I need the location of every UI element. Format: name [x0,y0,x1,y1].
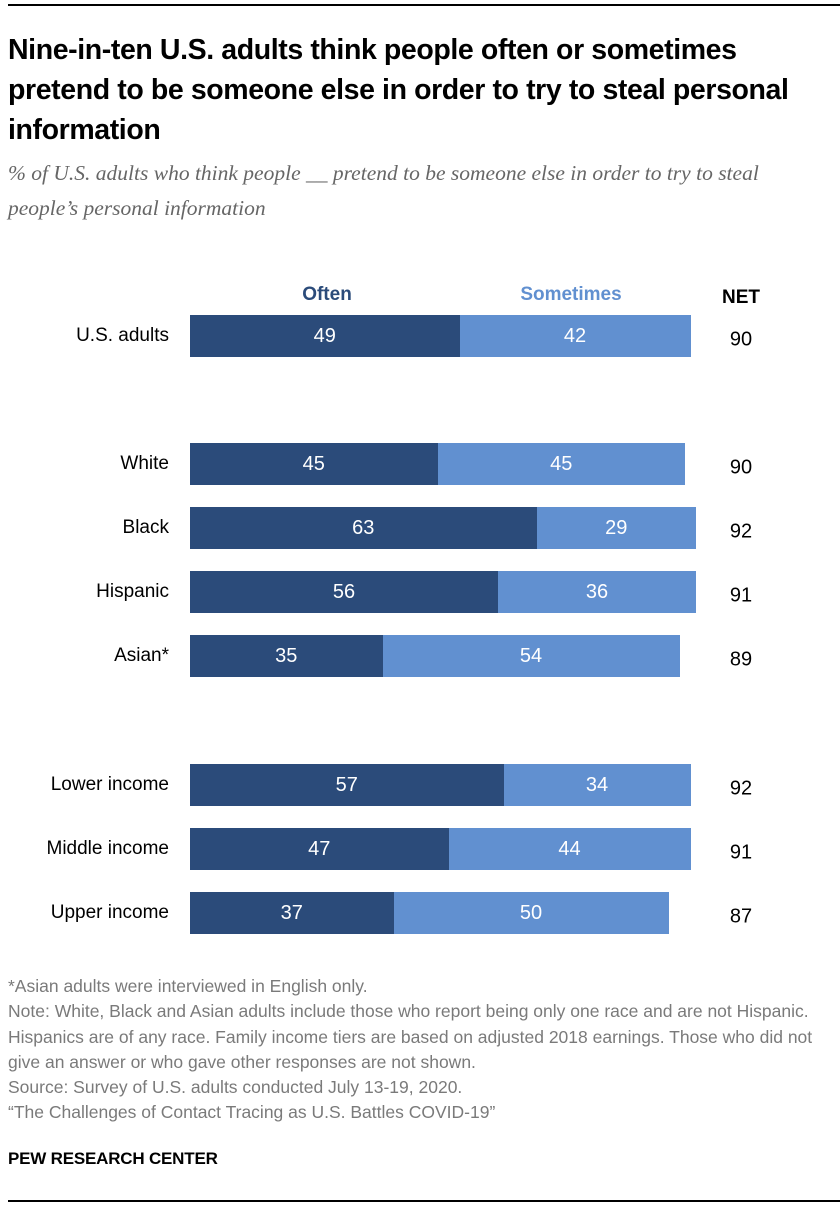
data-label: 35 [275,644,298,667]
data-label: 44 [558,837,581,860]
net-value: 90 [729,456,753,479]
data-label: 50 [519,901,543,924]
legend-sometimes: Sometimes [520,284,622,305]
category-label: Asian* [114,645,169,666]
category-label: U.S. adults [76,325,169,346]
data-label: 45 [302,452,325,475]
bar-often: 45 [190,443,438,485]
data-label: 36 [585,580,609,603]
bar-sometimes: 44 [448,828,691,870]
data-label: 37 [280,901,303,924]
asterisk-note: *Asian adults were interviewed in Englis… [8,976,368,996]
data-label: 45 [550,452,573,475]
bar-sometimes: 50 [393,892,669,934]
category-label: Upper income [50,902,169,923]
data-label: 54 [519,644,543,667]
bar-often: 57 [190,764,504,806]
data-label: 47 [308,837,331,860]
net-value: 91 [729,584,753,607]
chart-subtitle: % of U.S. adults who think people __ pre… [8,161,759,220]
bar-often: 35 [190,635,383,677]
bar-sometimes: 29 [536,507,696,549]
bar-often: 37 [190,892,394,934]
category-label: White [120,453,169,474]
net-value: 92 [729,520,753,543]
bar-sometimes: 36 [498,571,696,613]
category-label: Hispanic [96,581,169,602]
bar-often: 47 [190,828,449,870]
bottom-rule [8,1200,840,1202]
net-value: 92 [729,777,753,800]
data-label: 49 [313,324,336,347]
bar-sometimes: 54 [382,635,680,677]
top-rule [8,4,840,6]
report-title-note: “The Challenges of Contact Tracing as U.… [8,1102,496,1123]
net-value: 87 [729,905,753,928]
net-value: 89 [729,648,753,671]
bar-sometimes: 42 [459,315,691,357]
bar-sometimes: 34 [503,764,691,806]
pew-research-center-logo: PEW RESEARCH CENTER [8,1149,218,1168]
category-label: Lower income [50,774,169,795]
legend-often: Often [302,284,352,305]
source-note: Source: Survey of U.S. adults conducted … [8,1077,463,1098]
data-label: 57 [335,773,358,796]
category-label: Black [122,517,169,538]
chart-title: Nine-in-ten U.S. adults think people oft… [8,34,789,146]
bar-sometimes: 45 [437,443,685,485]
net-header: NET [722,287,760,308]
data-label: 42 [563,324,587,347]
bar-often: 49 [190,315,460,357]
footnotes: *Asian adults were interviewed in Englis… [8,974,828,1126]
net-value: 90 [729,328,753,351]
net-value: 91 [729,841,753,864]
bar-often: 56 [190,571,498,613]
bar-often: 63 [190,507,537,549]
methodology-note: Note: White, Black and Asian adults incl… [8,1001,813,1072]
data-label: 63 [352,516,375,539]
data-label: 34 [585,773,609,796]
data-label: 56 [332,580,356,603]
data-label: 29 [605,516,628,539]
category-label: Middle income [46,838,170,859]
